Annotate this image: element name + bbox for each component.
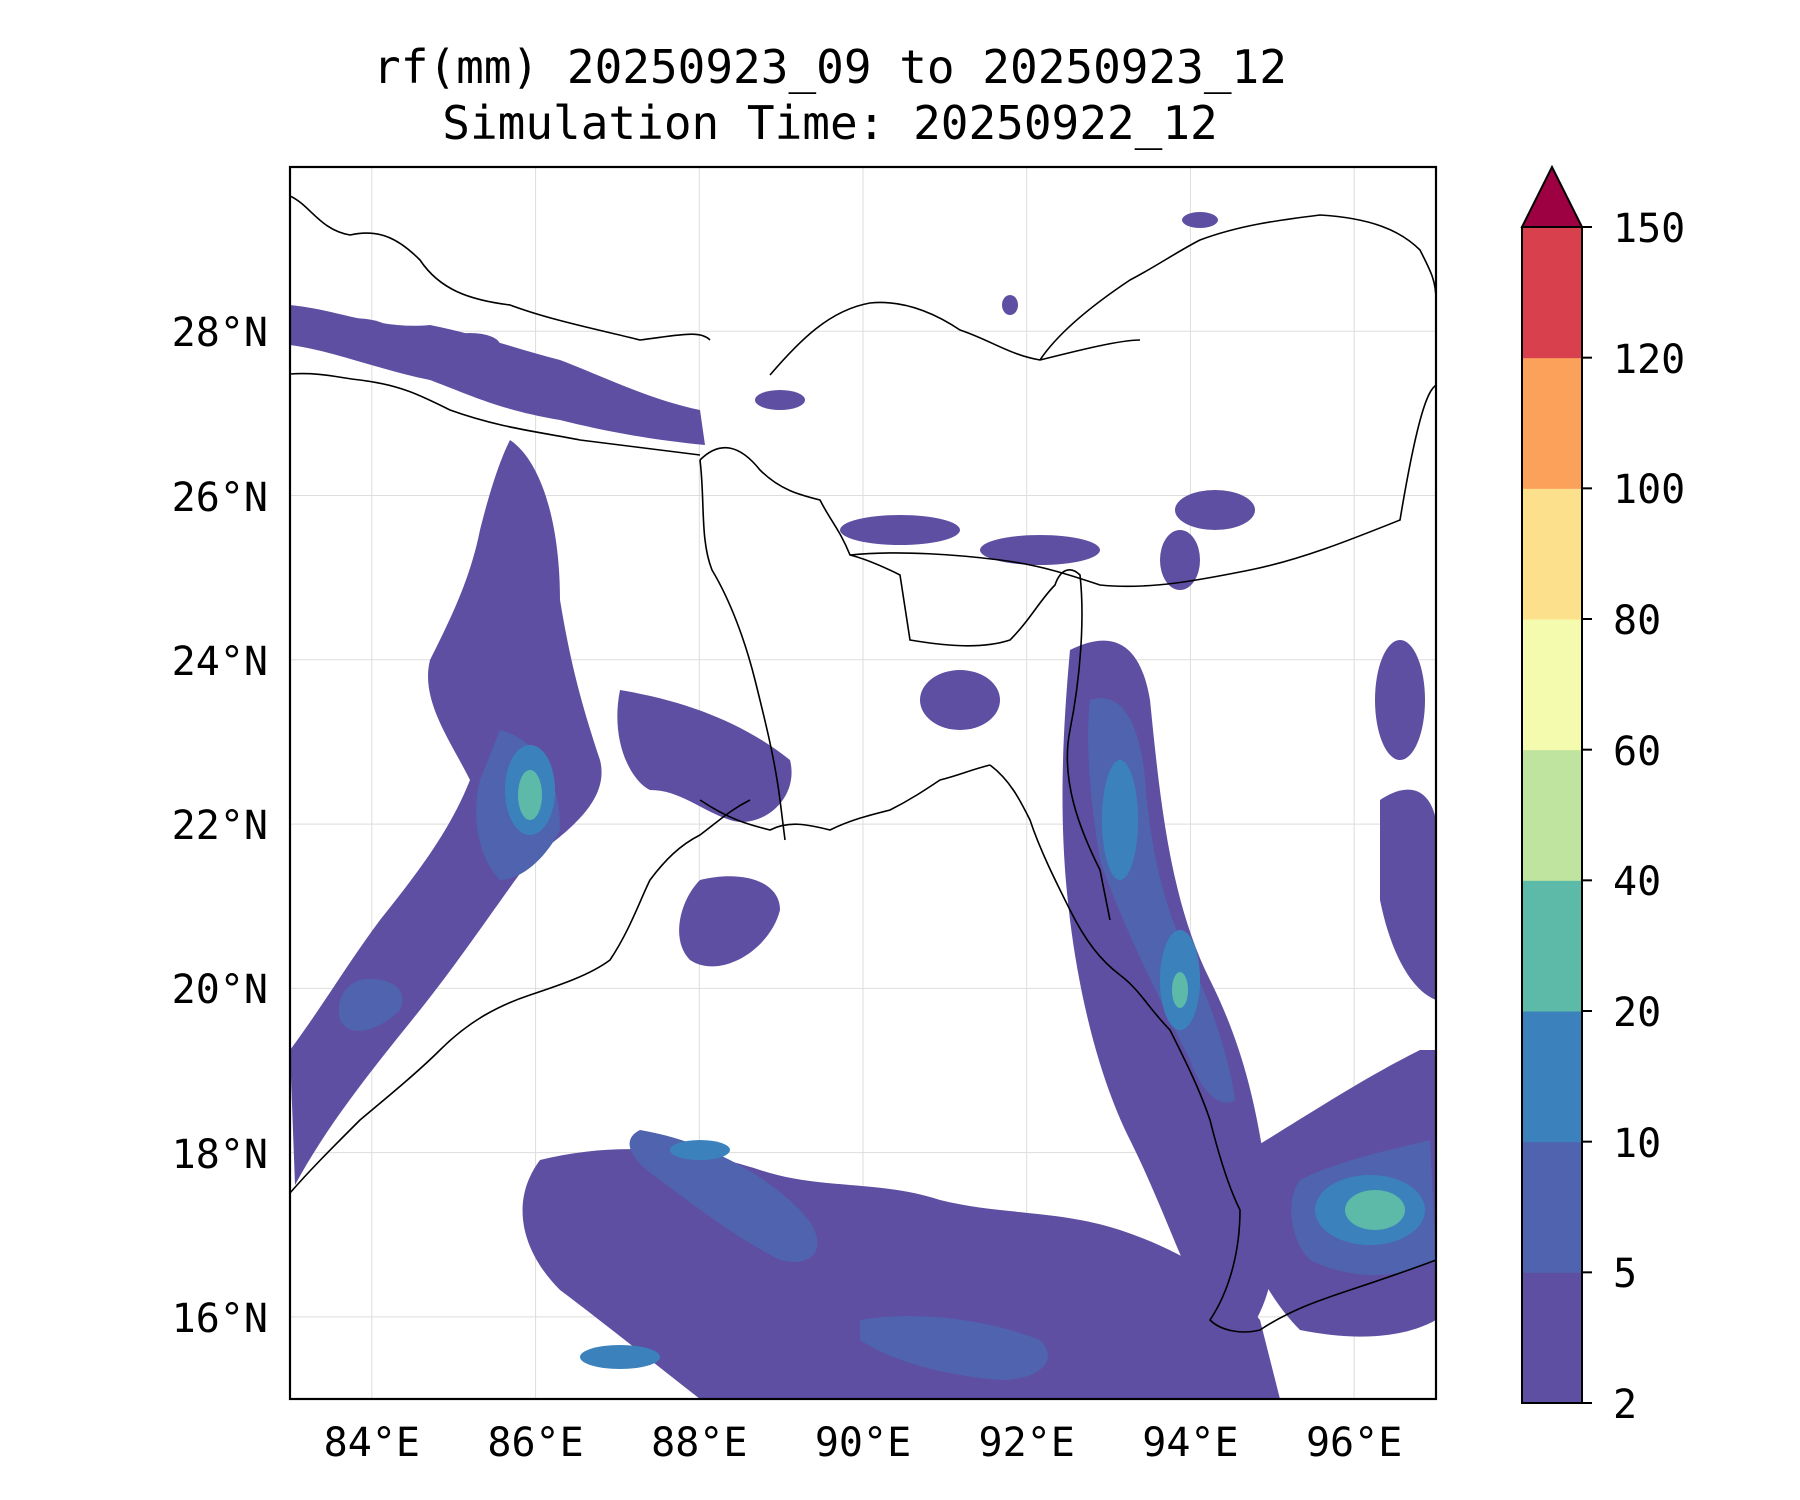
x-tick-label: 96°E	[1305, 1420, 1403, 1466]
colorbar-tick-label: 60	[1613, 728, 1662, 775]
rain-bangladesh-scattered	[840, 212, 1425, 760]
map-title: rf(mm) 20250923_09 to 20250923_12	[373, 40, 1287, 94]
y-tick-label: 28°N	[171, 310, 268, 357]
colorbar-frame	[1521, 226, 1583, 1404]
y-tick-label: 22°N	[171, 803, 268, 850]
colorbar-tick-label: 150	[1613, 206, 1686, 252]
border-nepal-north	[290, 195, 711, 341]
rain-india-west-very-heavy	[518, 770, 542, 820]
colorbar-tick-label: 100	[1613, 467, 1686, 514]
colorbar-bin	[1522, 357, 1582, 489]
colorbar-bin	[1522, 619, 1582, 751]
rain-bay-south-moderate	[629, 1130, 1048, 1380]
y-tick-label: 20°N	[171, 967, 268, 1014]
x-tick-label: 90°E	[814, 1420, 912, 1466]
y-tick-label: 18°N	[171, 1131, 268, 1178]
colorbar-bin	[1522, 227, 1582, 359]
x-tick-label: 86°E	[487, 1420, 584, 1466]
colorbar-bin	[1522, 749, 1582, 881]
coast-bangladesh-myanmar	[989, 764, 1436, 1333]
border-assam-south	[849, 384, 1436, 588]
colorbar-extend-arrow	[1520, 164, 1584, 228]
colorbar-tick-label: 2	[1613, 1382, 1638, 1428]
coast-bengal-delta	[699, 764, 991, 831]
x-tick-label: 94°E	[1142, 1420, 1239, 1466]
rain-bay-south-heavy	[580, 1140, 730, 1369]
colorbar-tick-label: 40	[1613, 859, 1662, 906]
colorbar-bin	[1522, 1272, 1582, 1404]
border-nepal-south	[290, 372, 701, 456]
colorbar	[1520, 164, 1592, 1404]
border-bhutan	[769, 301, 1141, 376]
x-tick-label: 84°E	[323, 1420, 420, 1466]
border-bangladesh	[699, 446, 1111, 921]
colorbar-tick-label: 10	[1613, 1120, 1662, 1167]
border-tibet-assam	[1039, 214, 1436, 361]
x-tick-label: 92°E	[978, 1420, 1075, 1466]
x-tick-label: 88°E	[651, 1420, 748, 1466]
map-frame	[288, 165, 1438, 1401]
rain-nepal-belt	[290, 305, 805, 445]
y-tick-label: 26°N	[171, 474, 268, 521]
colorbar-tick-label: 5	[1613, 1251, 1638, 1298]
coastlines-borders	[290, 195, 1436, 1333]
y-tick-label: 16°N	[171, 1295, 268, 1342]
colorbar-tick-label: 80	[1613, 598, 1662, 644]
colorbar-bin	[1522, 880, 1582, 1012]
map-subtitle: Simulation Time: 20250922_12	[442, 96, 1218, 150]
border-bangladesh-west	[699, 459, 786, 841]
rain-myanmar-very-heavy	[1172, 972, 1405, 1230]
colorbar-bin	[1522, 1011, 1582, 1143]
coast-east-india	[290, 799, 751, 1194]
colorbar-tick-label: 20	[1613, 990, 1662, 1036]
colorbar-bin	[1522, 1141, 1582, 1273]
colorbar-bin	[1522, 488, 1582, 620]
colorbar-tick-label: 120	[1613, 336, 1686, 383]
y-tick-label: 24°N	[171, 638, 268, 685]
